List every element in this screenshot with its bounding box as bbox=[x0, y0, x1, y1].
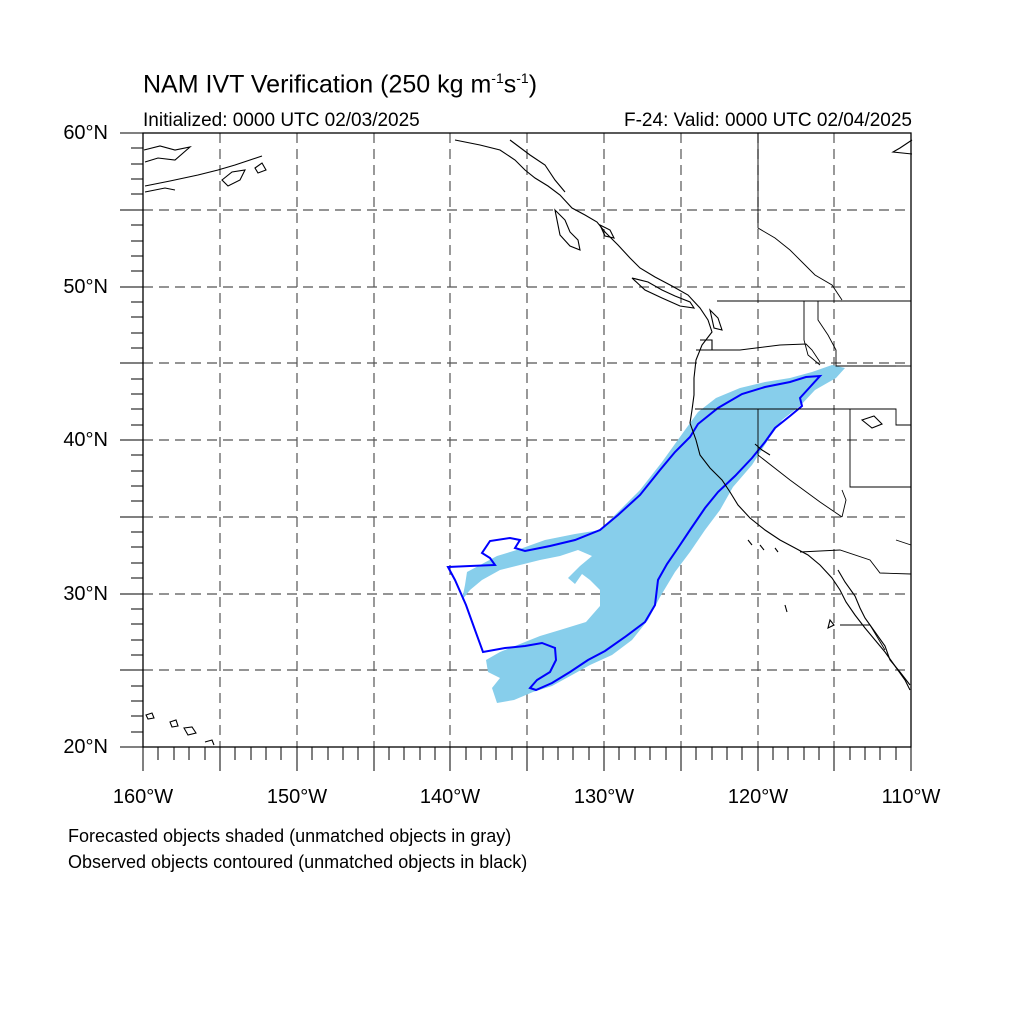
political-boundaries bbox=[695, 133, 912, 651]
lat-label-60: 60°N bbox=[63, 122, 108, 144]
figure-title: NAM IVT Verification (250 kg m-1s-1) bbox=[143, 70, 538, 99]
lon-label-150w: 150°W bbox=[266, 786, 328, 808]
footnote-observed: Observed objects contoured (unmatched ob… bbox=[68, 852, 528, 872]
forecast-ivt-object bbox=[462, 365, 845, 703]
lon-label-110w: 110°W bbox=[881, 786, 941, 808]
valid-time: F-24: Valid: 0000 UTC 02/04/2025 bbox=[624, 110, 912, 131]
grid-lines bbox=[143, 133, 911, 747]
lat-label-40: 40°N bbox=[63, 429, 108, 451]
coastlines bbox=[143, 139, 913, 746]
lon-label-140w: 140°W bbox=[419, 786, 481, 808]
lon-label-120w: 120°W bbox=[727, 786, 789, 808]
lon-label-130w: 130°W bbox=[573, 786, 635, 808]
initialized-time: Initialized: 0000 UTC 02/03/2025 bbox=[143, 110, 420, 131]
lat-label-50: 50°N bbox=[63, 276, 108, 298]
footnote-forecast: Forecasted objects shaded (unmatched obj… bbox=[68, 826, 512, 846]
lat-label-30: 30°N bbox=[63, 583, 108, 605]
axis-ticks bbox=[120, 132, 912, 771]
lat-label-20: 20°N bbox=[63, 736, 108, 758]
observed-ivt-contour bbox=[446, 374, 823, 692]
lon-label-160w: 160°W bbox=[112, 786, 174, 808]
